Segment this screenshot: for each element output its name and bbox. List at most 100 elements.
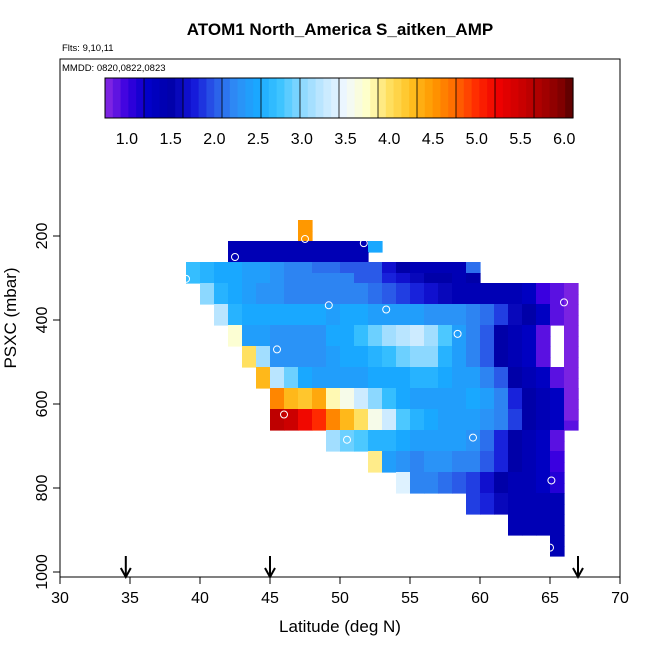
heatmap-cell [522,325,537,337]
heatmap-cell [522,367,537,379]
heatmap-cell [550,315,565,326]
heatmap-cell [550,294,565,305]
heatmap-cell [298,357,313,368]
heatmap-cell [508,336,523,347]
heatmap-cell [438,483,453,494]
heatmap-cell [312,420,327,431]
heatmap-cell [312,283,327,295]
heatmap-cell [438,273,453,284]
heatmap-cell [298,294,313,305]
heatmap-cell [270,346,285,358]
heatmap-cell [214,294,229,305]
heatmap-cell [228,273,243,284]
colorbar-segment [549,78,558,118]
heatmap-cell [466,367,481,379]
heatmap-cell [368,430,383,442]
heatmap-cell [438,367,453,379]
colorbar-segment [346,78,356,118]
heatmap-cell [508,346,523,358]
heatmap-cell [438,336,453,347]
x-tick-label: 55 [401,590,419,607]
heatmap-cell [396,346,411,358]
heatmap-cell [522,472,537,484]
heatmap-cell [480,430,495,442]
heatmap-cell [550,472,565,484]
heatmap-cell [382,462,397,473]
heatmap-cell [326,367,341,379]
heatmap-cell [494,420,509,431]
flight-markers [182,234,568,552]
heatmap-cell [410,357,425,368]
heatmap-cell [396,325,411,337]
heatmap-cell [550,441,565,452]
heatmap-cell [340,336,355,347]
heatmap-cell [480,388,495,400]
heatmap-cell [270,357,285,368]
heatmap-cell [298,336,313,347]
heatmap-cell [242,346,257,358]
heatmap-cell [536,504,551,515]
heatmap-cell [522,409,537,421]
heatmap-cell [480,357,495,368]
heatmap-cell [256,346,271,358]
heatmap-cell [550,430,565,442]
heatmap-cell [508,451,523,463]
heatmap-cell [466,451,481,463]
heatmap-cell [410,430,425,442]
sample-marker [273,345,281,354]
heatmap-cell [410,483,425,494]
sample-marker [343,435,351,444]
heatmap-cell [382,325,397,337]
heatmap-cell [396,420,411,431]
sample-marker [182,274,190,283]
colorbar-segment [339,78,348,118]
heatmap-cell [340,294,355,305]
heatmap-cell [256,315,271,326]
sample-marker [359,239,368,248]
heatmap-cell [550,283,565,295]
heatmap-cell [550,409,565,421]
y-axis-label: PSXC (mbar) [1,267,20,368]
colorbar-segment [167,78,176,118]
heatmap-cell [298,399,313,410]
heatmap-cell [326,304,341,316]
heatmap-cell [270,252,285,263]
heatmap-cell [382,262,397,274]
heatmap-cell [326,399,341,410]
heatmap-cell [424,325,439,337]
heatmap-cell [298,241,313,253]
colorbar-segment [307,78,317,118]
colorbar-segment [284,78,293,118]
heatmap-cell [354,252,369,263]
heatmap-cell [340,367,355,379]
heatmap-cell [536,451,551,463]
heatmap-cell [228,283,243,295]
heatmap-cell [396,294,411,305]
colorbar-segment [120,78,129,118]
heatmap-cell [452,399,467,410]
heatmap-cell [382,451,397,463]
heatmap-cell [410,409,425,421]
heatmap-cell [466,420,481,431]
heatmap-cell [550,399,565,410]
heatmap-cell [312,399,327,410]
heatmap-cell [256,262,271,274]
heatmap-cell [340,315,355,326]
heatmap-cell [480,346,495,358]
heatmap-cell [410,420,425,431]
heatmap-cell [452,441,467,452]
heatmap-cell [214,283,229,295]
heatmap-cell [340,420,355,431]
colorbar-segment [378,78,387,118]
colorbar-segment [393,78,402,118]
heatmap-cell [480,493,495,505]
heatmap-cell [340,283,355,295]
colorbar-tick-label: 1.5 [159,131,181,148]
colorbar-segment [463,78,473,118]
heatmap-cell [368,462,383,473]
heatmap-cell [508,504,523,515]
heatmap-cell [242,336,257,347]
heatmap-cell [326,409,341,421]
heatmap-cell [452,483,467,494]
heatmap-cell [522,441,537,452]
